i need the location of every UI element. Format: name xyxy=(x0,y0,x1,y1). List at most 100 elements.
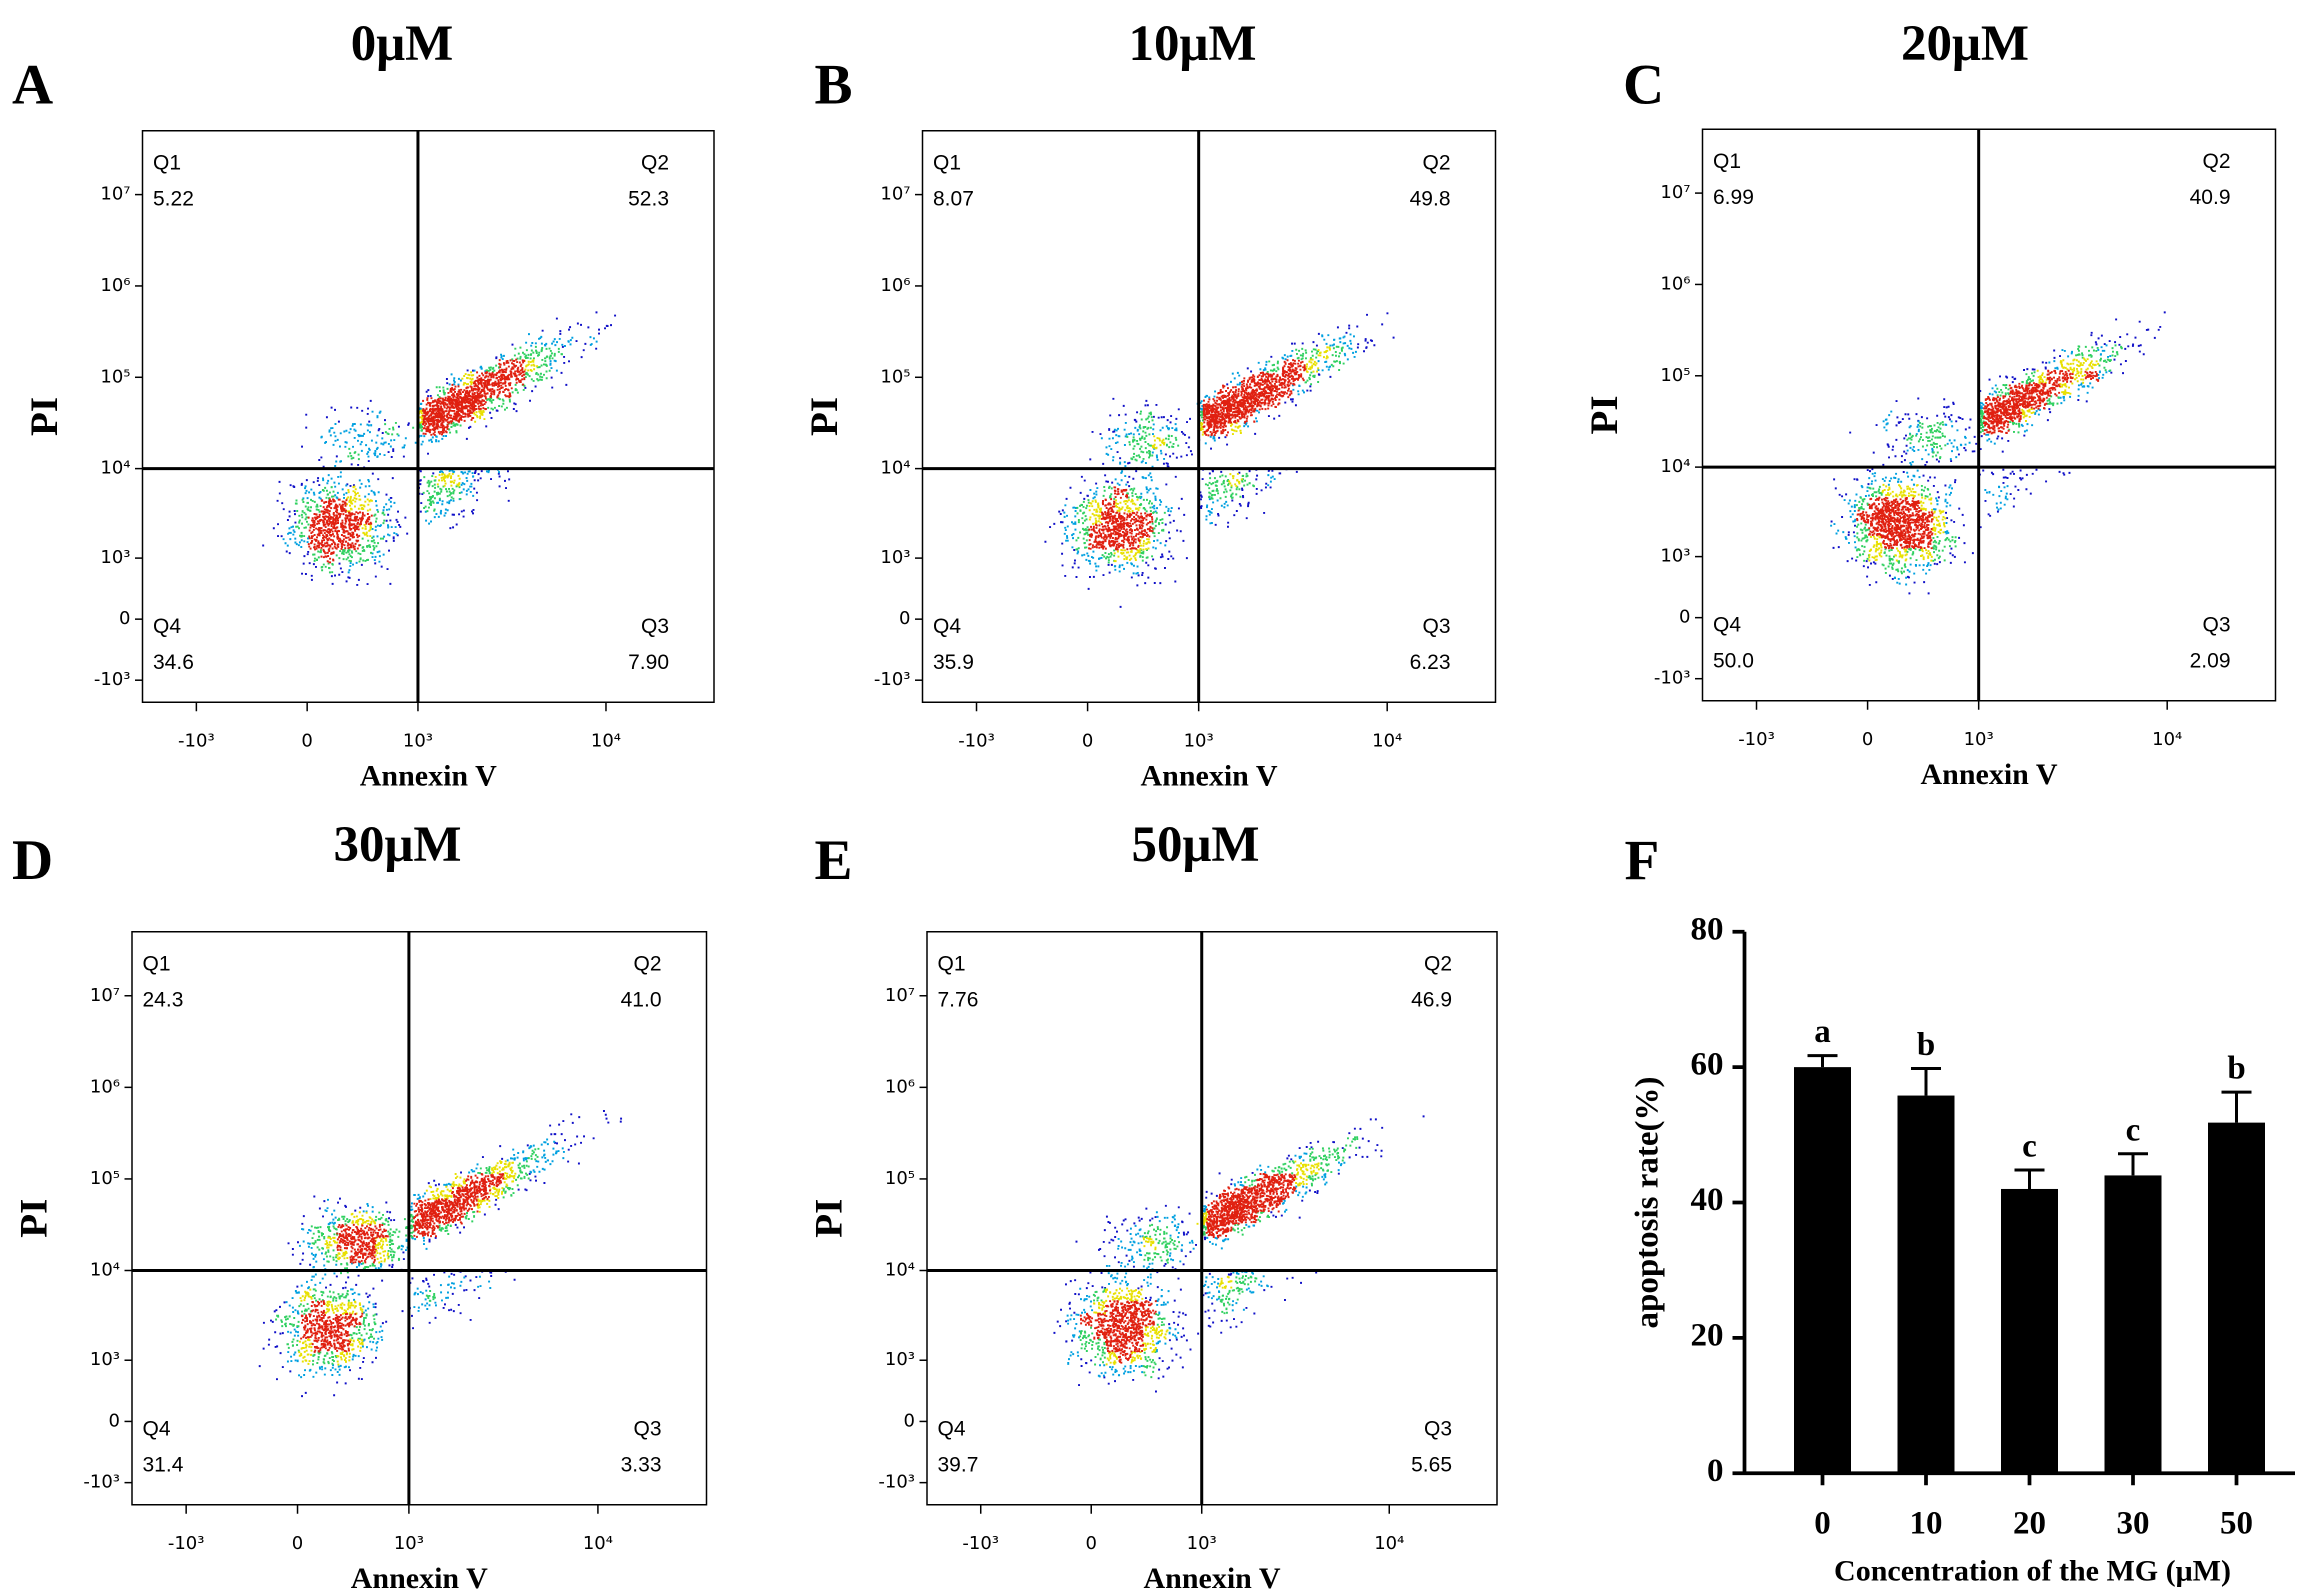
y-tick-label: 10⁴ xyxy=(100,458,130,479)
quadrant-name: Q1 xyxy=(933,151,961,174)
quadrant-value: 7.76 xyxy=(938,988,979,1011)
quadrant-name: Q3 xyxy=(1424,1417,1452,1440)
x-tick-label: 10⁴ xyxy=(1374,1533,1404,1554)
y-tick-label: 10⁶ xyxy=(90,1076,120,1097)
plot-frame xyxy=(1701,128,2277,702)
y-tick-label: 10³ xyxy=(100,547,130,568)
y-tick-label: 10⁴ xyxy=(90,1259,120,1280)
x-axis-label: Concentration of the MG (μM) xyxy=(1834,1555,2231,1588)
x-tick-label: 10³ xyxy=(1187,1533,1217,1554)
y-tick-label: -10³ xyxy=(874,669,911,690)
x-tick-label: 10³ xyxy=(403,730,433,751)
y-tick-label: 10⁷ xyxy=(880,184,910,205)
x-tick-label: -10³ xyxy=(178,730,215,751)
y-tick-label: 80 xyxy=(1691,911,1724,947)
y-tick-label: 10⁵ xyxy=(885,1168,915,1189)
y-tick-label: 0 xyxy=(1707,1453,1724,1489)
quadrant-name: Q4 xyxy=(1713,613,1741,636)
event-cloud xyxy=(1075,345,1345,564)
x-tick-label: 0 xyxy=(1086,1533,1097,1554)
quadrant-name: Q2 xyxy=(2202,150,2230,173)
event-cloud xyxy=(1855,344,2123,575)
plot-frame xyxy=(926,931,1498,1506)
error-bar xyxy=(2118,1152,2148,1176)
y-tick-label: -10³ xyxy=(83,1472,120,1493)
y-tick-label: 10⁶ xyxy=(880,275,910,296)
quadrant-name: Q2 xyxy=(633,952,661,975)
x-tick-label: -10³ xyxy=(962,1533,999,1554)
y-tick-label: 10⁶ xyxy=(100,275,130,296)
quadrant-name: Q3 xyxy=(2202,613,2230,636)
y-tick-label: 10⁷ xyxy=(885,985,915,1006)
quadrant-name: Q2 xyxy=(1422,151,1450,174)
panel-title: 0μM xyxy=(351,16,454,72)
event-cloud xyxy=(294,345,563,574)
event-cloud xyxy=(1830,311,2166,595)
x-tick-label: 10⁴ xyxy=(2152,729,2182,750)
quadrant-value: 35.9 xyxy=(933,651,974,674)
y-tick-label: 10⁵ xyxy=(100,366,130,387)
quadrant-name: Q2 xyxy=(1424,952,1452,975)
significance-letter: a xyxy=(1814,1014,1831,1050)
panel-letter: B xyxy=(815,53,853,116)
event-cloud xyxy=(1093,1160,1320,1366)
x-axis-label: Annexin V xyxy=(1921,758,2058,791)
event-cloud xyxy=(1044,312,1395,608)
y-tick-label: 40 xyxy=(1691,1182,1724,1218)
y-tick-label: 10⁷ xyxy=(100,184,130,205)
panel-title: 30μM xyxy=(333,817,461,873)
y-tick-label: 10⁴ xyxy=(885,1259,915,1280)
error-bar xyxy=(1807,1054,1838,1068)
plot-frame xyxy=(921,129,1497,703)
y-tick-label: 10³ xyxy=(90,1349,120,1370)
x-tick-label: -10³ xyxy=(1738,729,1775,750)
quadrant-value: 8.07 xyxy=(933,187,974,210)
quadrant-value: 6.99 xyxy=(1713,186,1754,209)
y-axis-label: PI xyxy=(1583,396,1626,435)
quadrant-value: 34.6 xyxy=(153,651,194,674)
quadrant-name: Q4 xyxy=(153,615,181,638)
quadrant-value: 7.90 xyxy=(628,651,669,674)
error-bar xyxy=(2221,1090,2252,1123)
y-tick-label: -10³ xyxy=(878,1472,915,1493)
y-axis-label: PI xyxy=(807,1199,850,1238)
error-bar xyxy=(2014,1168,2045,1189)
y-tick-label: 10³ xyxy=(1660,546,1690,567)
quadrant-name: Q3 xyxy=(633,1417,661,1440)
x-tick-label: 0 xyxy=(1862,729,1873,750)
event-cloud xyxy=(346,359,539,538)
panel-letter: A xyxy=(12,53,53,116)
y-tick-label: 0 xyxy=(904,1410,915,1431)
y-axis-label: PI xyxy=(23,397,66,436)
quadrant-value: 49.8 xyxy=(1410,187,1451,210)
x-tick-label: -10³ xyxy=(958,730,995,751)
y-tick-label: 0 xyxy=(119,608,130,629)
y-tick-label: 10⁵ xyxy=(90,1168,120,1189)
y-tick-label: 10⁷ xyxy=(1660,182,1690,203)
bar xyxy=(1794,1067,1851,1474)
y-tick-label: 0 xyxy=(109,1410,120,1431)
x-axis-label: Annexin V xyxy=(1144,1562,1281,1592)
x-tick-label: 10⁴ xyxy=(583,1533,613,1554)
x-tick-label: 20 xyxy=(2013,1505,2046,1541)
quadrant-value: 39.7 xyxy=(938,1453,979,1476)
panel-letter: D xyxy=(12,829,53,892)
quadrant-value: 6.23 xyxy=(1410,651,1451,674)
quadrant-value: 52.3 xyxy=(628,187,669,210)
x-tick-label: 10³ xyxy=(1184,730,1214,751)
event-cloud xyxy=(1066,1152,1346,1378)
quadrant-name: Q4 xyxy=(933,615,961,638)
significance-letter: b xyxy=(2227,1051,2245,1087)
quadrant-value: 41.0 xyxy=(621,988,662,1011)
panel-letter: C xyxy=(1623,53,1664,116)
y-tick-label: 0 xyxy=(899,608,910,629)
quadrant-name: Q1 xyxy=(1713,150,1741,173)
event-cloud xyxy=(1088,359,1307,551)
x-axis-label: Annexin V xyxy=(360,760,497,793)
bar xyxy=(2001,1188,2058,1474)
y-tick-label: 10⁴ xyxy=(880,458,910,479)
quadrant-name: Q1 xyxy=(938,952,966,975)
significance-letter: b xyxy=(1917,1027,1935,1063)
quadrant-name: Q1 xyxy=(143,952,171,975)
